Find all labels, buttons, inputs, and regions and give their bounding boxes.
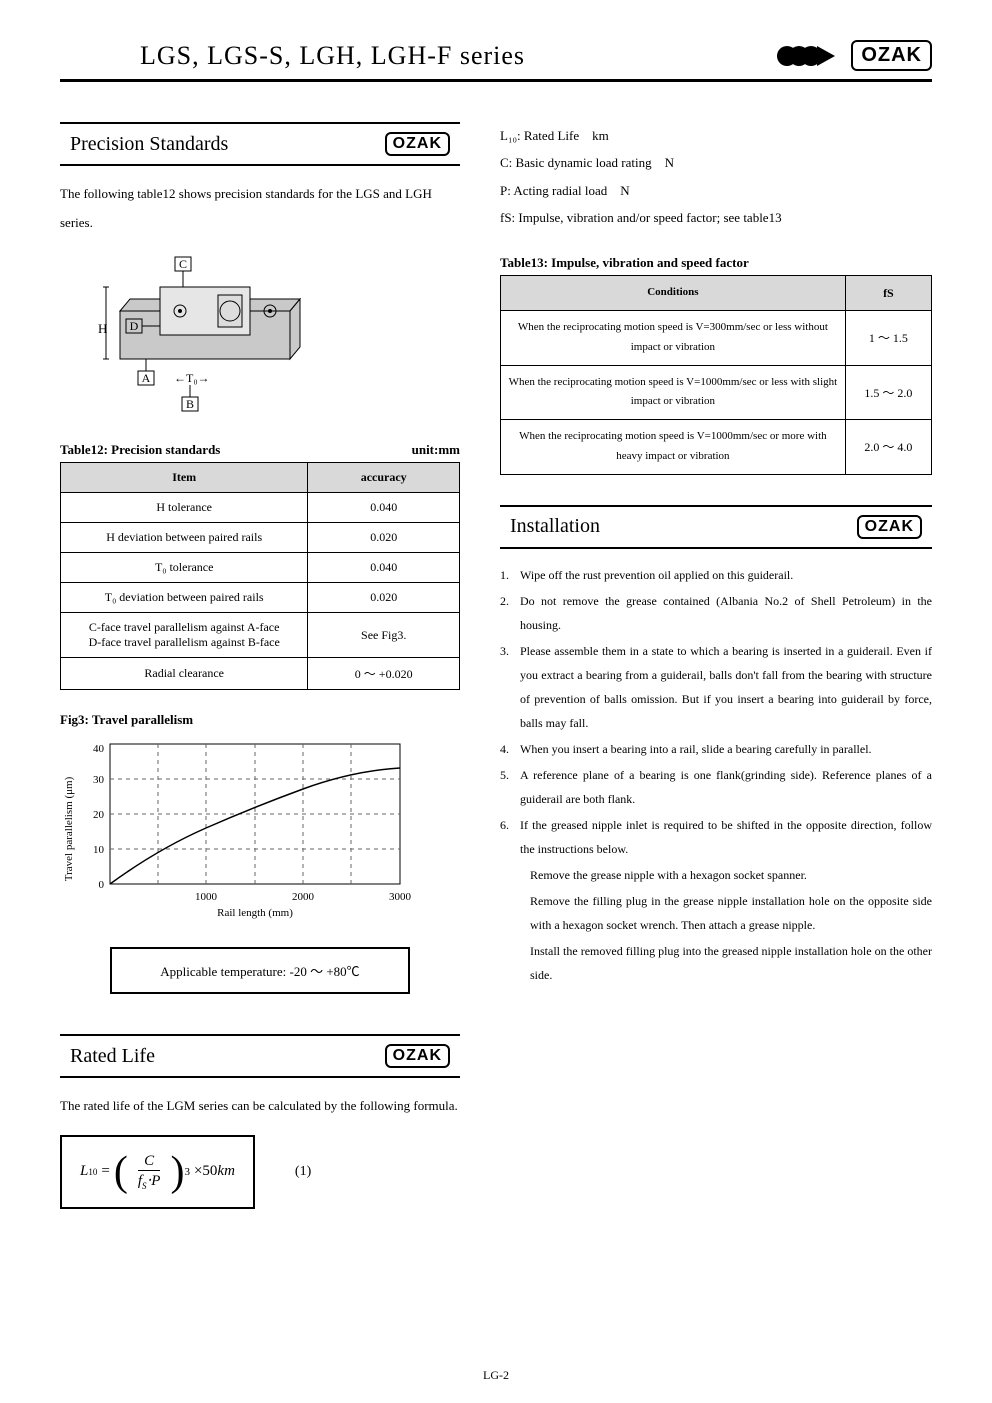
table-row: When the reciprocating motion speed is V… [501,310,932,365]
svg-text:C: C [179,257,187,271]
table12-unit: unit:mm [412,442,460,458]
installation-list: 1.Wipe off the rust prevention oil appli… [500,563,932,987]
brand-logo-sm: OZAK [385,132,450,156]
def-item: C: Basic dynamic load rating N [500,149,932,176]
rated-life-intro: The rated life of the LGM series can be … [60,1092,460,1121]
svg-text:D: D [130,319,139,333]
svg-text:A: A [142,371,151,385]
brand-logo-sm: OZAK [857,515,922,539]
table-row: H deviation between paired rails0.020 [61,523,460,553]
rated-life-title: Rated Life [70,1045,373,1068]
table12-label: Table12: Precision standards [60,442,220,458]
col-conditions: Conditions [501,276,846,311]
fig3-caption: Fig3: Travel parallelism [60,712,460,728]
precision-diagram: C H D A ←T₀→ B [60,251,340,421]
col-accuracy: accuracy [308,463,460,493]
svg-text:20: 20 [93,809,105,821]
col-item: Item [61,463,308,493]
list-item: 6.If the greased nipple inlet is require… [500,813,932,861]
list-item: 4.When you insert a bearing into a rail,… [500,737,932,761]
content-columns: Precision Standards OZAK The following t… [60,122,932,1209]
sub-list-item: Remove the filling plug in the grease ni… [530,889,932,937]
header-title: LGS, LGS-S, LGH, LGH-F series [140,41,525,71]
svg-text:←T₀→: ←T₀→ [174,371,210,385]
svg-text:B: B [186,397,194,411]
table-row: When the reciprocating motion speed is V… [501,420,932,475]
formula-number: (1) [295,1164,311,1180]
brand-logo-sm: OZAK [385,1044,450,1068]
table12-caption: Table12: Precision standards unit:mm [60,442,460,458]
svg-text:1000: 1000 [195,891,218,903]
svg-text:40: 40 [93,743,105,755]
list-item: 1.Wipe off the rust prevention oil appli… [500,563,932,587]
installation-title: Installation [510,515,845,538]
def-item: P: Acting radial load N [500,177,932,204]
table-header-row: Item accuracy [61,463,460,493]
svg-text:3000: 3000 [389,891,412,903]
def-item: fS: Impulse, vibration and/or speed fact… [500,204,932,231]
precision-intro: The following table12 shows precision st… [60,180,460,237]
page-footer: LG-2 [0,1368,992,1383]
list-item: 3.Please assemble them in a state to whi… [500,639,932,735]
list-item: 2.Do not remove the grease contained (Al… [500,589,932,637]
svg-text:30: 30 [93,774,105,786]
table13-caption: Table13: Impulse, vibration and speed fa… [500,255,932,271]
precision-header: Precision Standards OZAK [60,122,460,166]
precision-title: Precision Standards [70,133,373,156]
svg-text:0: 0 [99,879,105,891]
sub-list-item: Remove the grease nipple with a hexagon … [530,863,932,887]
right-column: L₁₀: Rated Life km C: Basic dynamic load… [500,122,932,1209]
definitions-list: L₁₀: Rated Life km C: Basic dynamic load… [500,122,932,231]
table-header-row: Conditions fS [501,276,932,311]
table-row: H tolerance0.040 [61,493,460,523]
rated-life-header: Rated Life OZAK [60,1034,460,1078]
installation-header: Installation OZAK [500,505,932,549]
temperature-box: Applicable temperature: -20 ～ +80℃ [110,947,410,994]
svg-text:10: 10 [93,844,105,856]
conditions-table: Conditions fS When the reciprocating mot… [500,275,932,475]
table-row: T₀ tolerance0.040 [61,553,460,583]
table-row: Radial clearance0 ～ +0.020 [61,658,460,690]
table-row: When the reciprocating motion speed is V… [501,365,932,420]
sub-list-item: Install the removed filling plug into th… [530,939,932,987]
formula-row: L10 = ( C fS⋅P ) 3 ×50km (1) [60,1135,460,1209]
arrow-icon [775,44,835,68]
table-row: T₀ deviation between paired rails0.020 [61,583,460,613]
list-item: 5.A reference plane of a bearing is one … [500,763,932,811]
precision-table: Item accuracy H tolerance0.040 H deviati… [60,462,460,690]
travel-parallelism-chart: Travel parallelism (μm) 0 10 20 30 40 1000 20… [60,734,420,924]
brand-logo: OZAK [851,40,932,71]
col-fs: fS [845,276,931,311]
table-row: C-face travel parallelism against A-face… [61,613,460,658]
svg-text:2000: 2000 [292,891,315,903]
page-header: LGS, LGS-S, LGH, LGH-F series OZAK [60,40,932,82]
table13-label: Table13: Impulse, vibration and speed fa… [500,255,749,271]
svg-text:Travel parallelism (μm): Travel parallelism (μm) [63,777,75,882]
formula-box: L10 = ( C fS⋅P ) 3 ×50km [60,1135,255,1209]
def-item: L₁₀: Rated Life km [500,122,932,149]
left-column: Precision Standards OZAK The following t… [60,122,460,1209]
svg-text:Rail length (mm): Rail length (mm) [217,907,293,919]
